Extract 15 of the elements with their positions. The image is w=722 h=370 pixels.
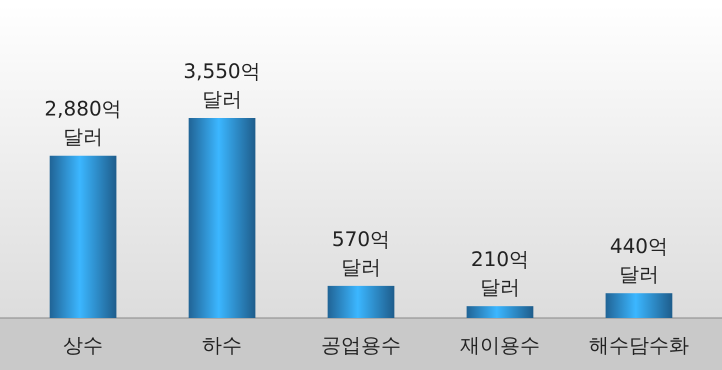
bar bbox=[328, 286, 394, 318]
bar bbox=[466, 306, 534, 318]
x-tick-label: 해수담수화 bbox=[588, 333, 689, 357]
x-tick-label: 상수 bbox=[63, 333, 104, 357]
data-label: 570억 달러 bbox=[332, 226, 390, 279]
x-tick-label: 하수 bbox=[202, 333, 242, 357]
bar bbox=[188, 118, 256, 318]
data-label: 210억 달러 bbox=[470, 247, 530, 300]
bar bbox=[50, 156, 116, 318]
x-tick-label: 공업용수 bbox=[321, 333, 401, 357]
data-label: 3,550억 달러 bbox=[183, 59, 261, 111]
bar bbox=[606, 293, 672, 318]
data-label: 2,880억 달러 bbox=[44, 96, 122, 149]
data-label: 440억 달러 bbox=[610, 234, 668, 286]
x-tick-label: 재이용수 bbox=[460, 333, 540, 357]
